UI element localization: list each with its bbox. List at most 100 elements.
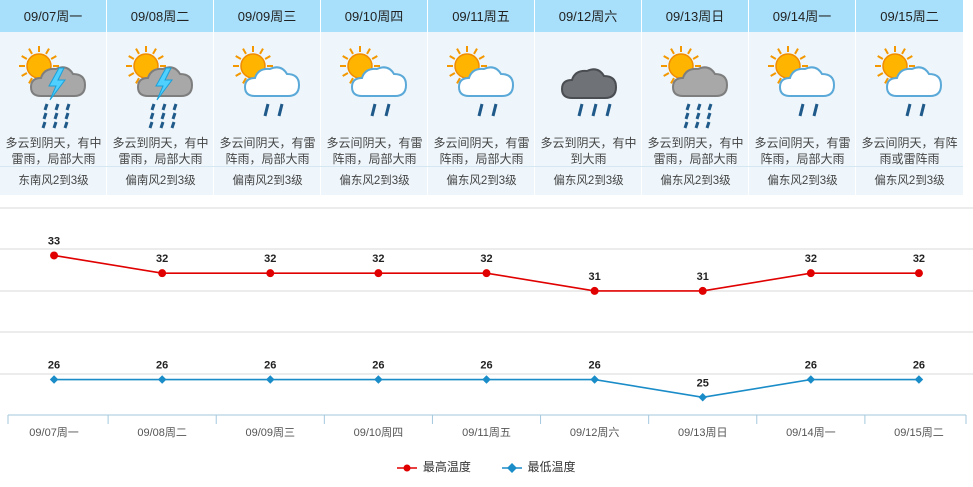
day-card: 09/08周二 多云到阴天，有中雷雨，局部大雨 偏南风2到3级: [107, 0, 214, 195]
day-card: 09/09周三 多云间阴天，有雷阵雨，局部大雨 偏南风2到3级: [214, 0, 321, 195]
data-label: 32: [805, 253, 817, 265]
wind-label: 偏东风2到3级: [856, 166, 963, 195]
x-tick-label: 09/13周日: [678, 426, 728, 439]
data-label: 32: [913, 253, 925, 265]
data-label: 26: [48, 360, 60, 372]
weather-description: 多云到阴天，有中到大雨: [540, 136, 637, 166]
min-temp-point[interactable]: [266, 375, 275, 384]
min-temp-point[interactable]: [590, 375, 599, 384]
weather-description: 多云到阴天，有中雷雨，局部大雨: [647, 136, 744, 166]
wind-label: 偏东风2到3级: [642, 166, 749, 195]
weather-description: 多云间阴天，有阵雨或雷阵雨: [861, 136, 958, 166]
partly-cloudy-rain-icon: [214, 38, 321, 130]
x-tick-label: 09/09周三: [246, 426, 296, 439]
max-temp-point[interactable]: [50, 251, 59, 260]
day-date: 09/09周三: [214, 0, 320, 32]
data-label: 26: [805, 360, 817, 372]
data-label: 32: [372, 253, 384, 265]
legend-label: 最低温度: [527, 460, 576, 474]
temperature-chart: 09/07周一 09/08周二 09/09周三 09/10周四 09/11周五 09/12…: [0, 195, 973, 487]
max-temp-point[interactable]: [158, 269, 167, 278]
data-label: 26: [156, 360, 168, 372]
max-temp-point[interactable]: [914, 269, 923, 278]
forecast-strip: 09/07周一 多云到阴天，有中雷雨，局部大雨 东南风2到3级 09/08周二 …: [0, 0, 973, 195]
wind-label: 偏南风2到3级: [107, 166, 214, 195]
day-card: 09/10周四 多云间阴天，有雷阵雨，局部大雨 偏东风2到3级: [321, 0, 428, 195]
partly-cloudy-heavy-rain-icon: [642, 38, 749, 130]
min-temp-point[interactable]: [157, 375, 167, 384]
legend-item-min[interactable]: 最低温度: [502, 458, 576, 475]
max-temp-point[interactable]: [374, 269, 383, 278]
data-label: 33: [48, 235, 60, 247]
chart-legend: 最高温度 最低温度: [0, 458, 973, 475]
wind-label: 偏东风2到3级: [535, 166, 642, 195]
max-temp-point[interactable]: [482, 269, 491, 278]
day-card: 09/14周一 多云间阴天，有雷阵雨，局部大雨 偏东风2到3级: [749, 0, 856, 195]
data-label: 26: [913, 360, 925, 372]
weather-description: 多云间阴天，有雷阵雨，局部大雨: [326, 136, 423, 166]
data-label: 26: [372, 360, 384, 372]
max-temp-point[interactable]: [590, 286, 599, 295]
partly-cloudy-rain-icon: [428, 38, 535, 130]
wind-label: 偏东风2到3级: [428, 166, 535, 195]
day-date: 09/07周一: [0, 0, 106, 32]
max-temp-point[interactable]: [698, 286, 707, 295]
wind-label: 偏南风2到3级: [214, 166, 321, 195]
data-label: 31: [588, 271, 600, 283]
data-label: 25: [697, 377, 709, 389]
legend-max-marker-icon: [397, 464, 418, 472]
partly-cloudy-rain-icon: [321, 38, 428, 130]
wind-label: 偏东风2到3级: [749, 166, 856, 195]
data-label: 26: [588, 360, 600, 372]
max-temp-point[interactable]: [806, 269, 815, 278]
day-card: 09/07周一 多云到阴天，有中雷雨，局部大雨 东南风2到3级: [0, 0, 107, 195]
day-date: 09/10周四: [321, 0, 427, 32]
min-temp-point[interactable]: [49, 375, 59, 384]
x-tick-label: 09/12周六: [570, 426, 620, 439]
x-tick-label: 09/15周二: [894, 426, 944, 439]
x-tick-label: 09/08周二: [137, 426, 187, 439]
cloudy-rain-icon: [535, 38, 642, 130]
legend-label: 最高温度: [422, 460, 471, 474]
data-label: 31: [697, 271, 709, 283]
data-label: 32: [480, 253, 492, 265]
wind-label: 东南风2到3级: [0, 166, 107, 195]
x-tick-label: 09/14周一: [786, 426, 836, 439]
day-card: 09/13周日 多云到阴天，有中雷雨，局部大雨 偏东风2到3级: [642, 0, 749, 195]
legend-min-marker-icon: [502, 462, 523, 473]
weather-description: 多云间阴天，有雷阵雨，局部大雨: [433, 136, 530, 166]
min-temp-point[interactable]: [374, 375, 383, 384]
day-date: 09/15周二: [856, 0, 963, 32]
day-date: 09/11周五: [428, 0, 534, 32]
weather-description: 多云到阴天，有中雷雨，局部大雨: [112, 136, 209, 166]
data-label: 32: [156, 253, 168, 265]
x-tick-label: 09/10周四: [354, 426, 404, 439]
wind-label: 偏东风2到3级: [321, 166, 428, 195]
min-temp-point[interactable]: [482, 375, 491, 384]
weather-description: 多云间阴天，有雷阵雨，局部大雨: [219, 136, 316, 166]
data-label: 26: [480, 360, 492, 372]
data-label: 32: [264, 253, 276, 265]
day-date: 09/13周日: [642, 0, 748, 32]
min-temp-point[interactable]: [806, 375, 816, 384]
data-label: 26: [264, 360, 276, 372]
day-card: 09/11周五 多云间阴天，有雷阵雨，局部大雨 偏东风2到3级: [428, 0, 535, 195]
day-date: 09/14周一: [749, 0, 855, 32]
max-temp-point[interactable]: [266, 269, 275, 278]
day-card: 09/15周二 多云间阴天，有阵雨或雷阵雨 偏东风2到3级: [856, 0, 963, 195]
weather-description: 多云到阴天，有中雷雨，局部大雨: [5, 136, 102, 166]
day-date: 09/12周六: [535, 0, 641, 32]
day-date: 09/08周二: [107, 0, 213, 32]
weather-description: 多云间阴天，有雷阵雨，局部大雨: [754, 136, 851, 166]
min-temp-point[interactable]: [698, 393, 707, 402]
partly-cloudy-thunderstorm-icon: [0, 38, 107, 130]
min-temp-point[interactable]: [914, 375, 924, 384]
partly-cloudy-thunderstorm-icon: [107, 38, 214, 130]
partly-cloudy-rain-icon: [856, 38, 963, 130]
day-card: 09/12周六 多云到阴天，有中到大雨 偏东风2到3级: [535, 0, 642, 195]
x-tick-label: 09/07周一: [29, 426, 79, 439]
temperature-chart-svg: 09/07周一 09/08周二 09/09周三 09/10周四 09/11周五 09/12…: [0, 207, 973, 439]
x-tick-label: 09/11周五: [462, 426, 511, 439]
partly-cloudy-rain-icon: [749, 38, 856, 130]
legend-item-max[interactable]: 最高温度: [397, 458, 471, 475]
